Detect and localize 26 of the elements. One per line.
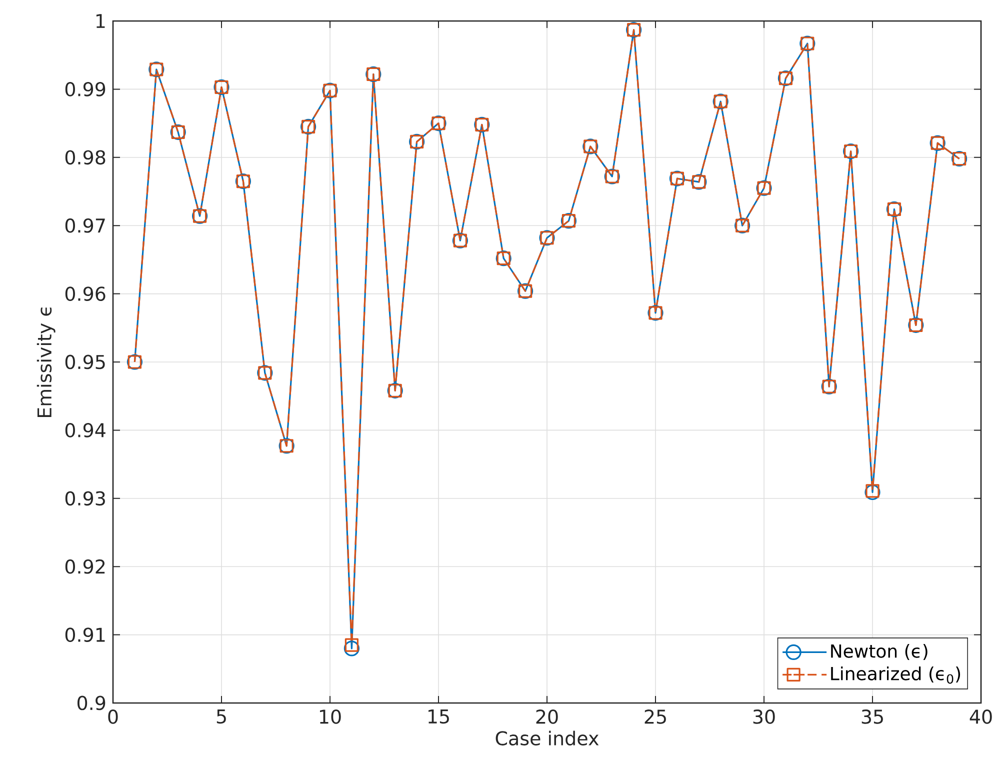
x-tick-label: 40 xyxy=(970,710,992,724)
x-tick-label: 10 xyxy=(320,710,341,724)
y-tick-label: 0.95 xyxy=(65,354,105,370)
y-tick-label: 0.91 xyxy=(65,628,105,642)
y-tick-label: 0.94 xyxy=(65,423,106,438)
x-axis-title: Case index xyxy=(496,730,599,746)
y-tick-label: 1 xyxy=(96,14,105,28)
legend-label: Linearized (ϵ$_{0}$) xyxy=(831,666,960,684)
x-tick-label: 25 xyxy=(644,710,666,724)
y-axis-title: Emissivity ϵ xyxy=(36,308,56,418)
legend-label: Newton (ϵ) xyxy=(831,644,928,660)
point xyxy=(344,638,359,652)
x-tick-label: 0 xyxy=(108,710,118,724)
point xyxy=(344,640,360,656)
y-tick-label: 0.96 xyxy=(65,286,106,301)
y-tick-label: 0.97 xyxy=(65,218,105,233)
x-tick-label: 35 xyxy=(862,710,883,724)
y-tick-label: 0.93 xyxy=(65,491,105,506)
x-tick-label: 15 xyxy=(428,710,449,724)
x-tick-label: 5 xyxy=(216,710,226,724)
y-tick-label: 0.99 xyxy=(65,82,106,96)
y-tick-label: 0.98 xyxy=(65,150,106,165)
y-tick-label: 0.92 xyxy=(65,559,105,574)
y-tick-label: 0.9 xyxy=(78,696,106,710)
x-tick-label: 20 xyxy=(536,710,558,724)
x-tick-label: 30 xyxy=(753,710,775,724)
